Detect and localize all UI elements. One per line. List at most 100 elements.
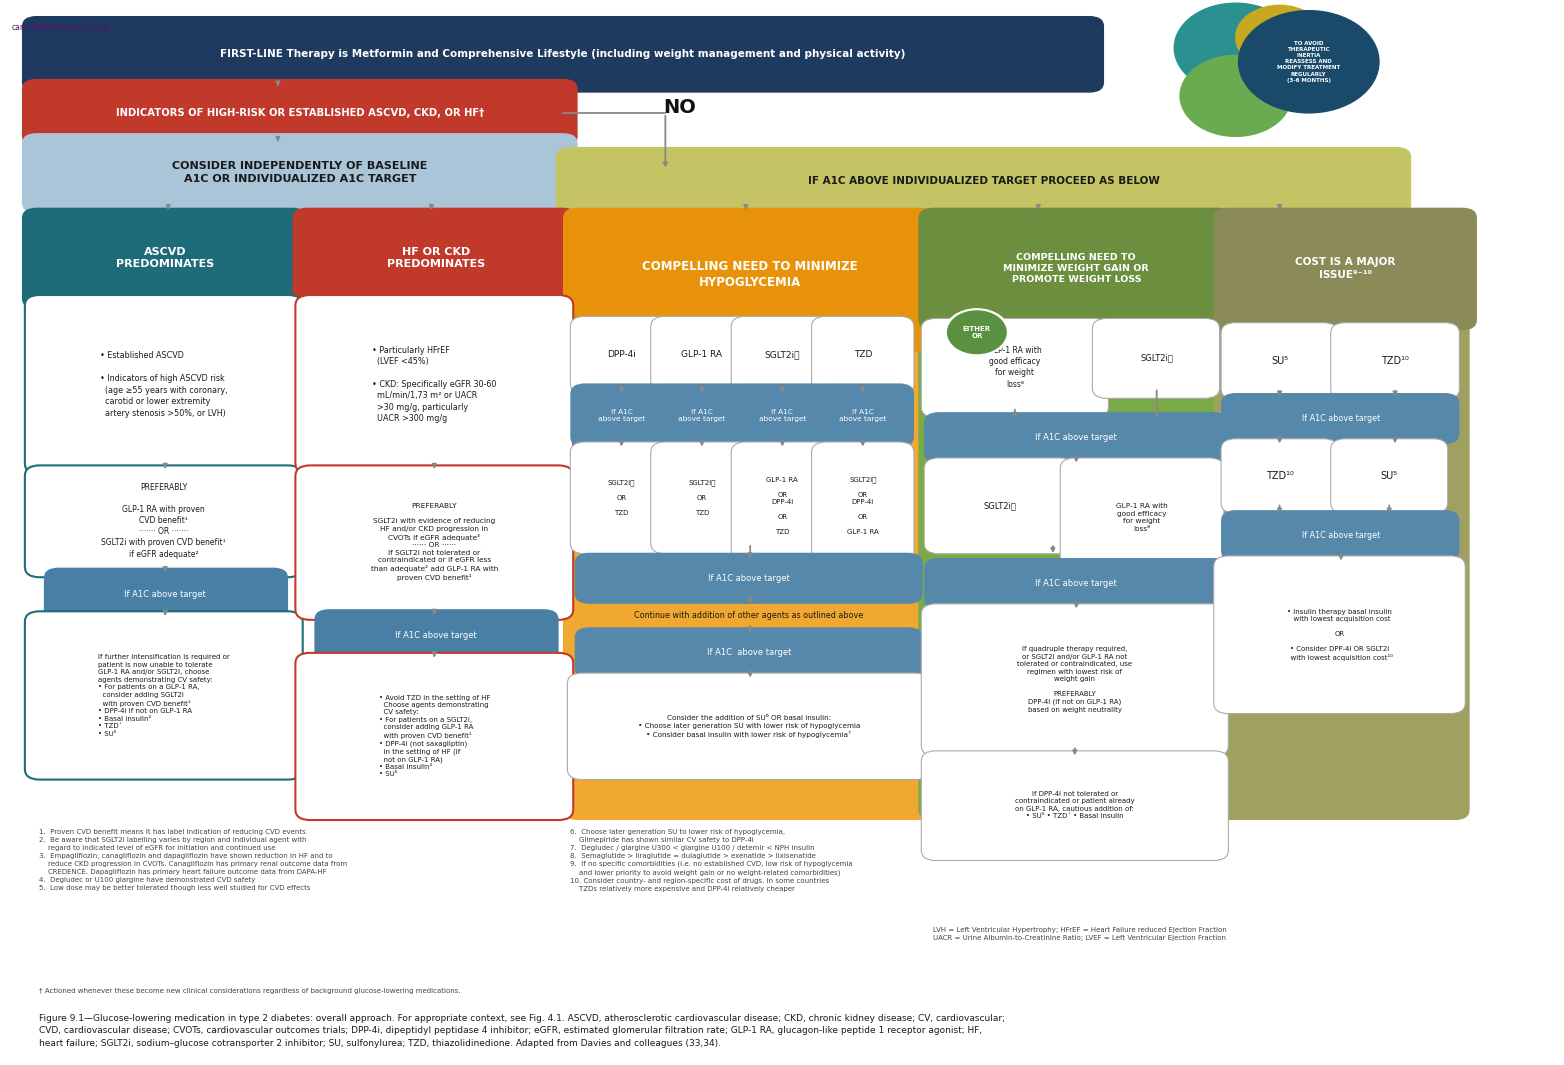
Text: SGLT2iᵮ

OR

TZD: SGLT2iᵮ OR TZD xyxy=(688,479,716,517)
FancyBboxPatch shape xyxy=(25,295,303,474)
FancyBboxPatch shape xyxy=(732,316,834,394)
FancyBboxPatch shape xyxy=(812,316,913,394)
Text: If quadruple therapy required,
or SGLT2i and/or GLP-1 RA not
tolerated or contra: If quadruple therapy required, or SGLT2i… xyxy=(1017,646,1132,712)
Text: PREFERABLY

SGLT2i with evidence of reducing
HF and/or CKD progression in
CVOTs : PREFERABLY SGLT2i with evidence of reduc… xyxy=(371,504,497,580)
FancyBboxPatch shape xyxy=(571,316,673,394)
Text: FIRST-LINE Therapy is Metformin and Comprehensive Lifestyle (including weight ma: FIRST-LINE Therapy is Metformin and Comp… xyxy=(221,49,906,60)
FancyBboxPatch shape xyxy=(1221,393,1459,444)
Text: EITHER
OR: EITHER OR xyxy=(963,326,992,339)
FancyBboxPatch shape xyxy=(812,442,913,570)
FancyBboxPatch shape xyxy=(22,79,577,147)
FancyBboxPatch shape xyxy=(22,16,1104,93)
Text: ASCVD
PREDOMINATES: ASCVD PREDOMINATES xyxy=(116,246,214,269)
FancyBboxPatch shape xyxy=(296,653,574,820)
Text: If A1C
above target: If A1C above target xyxy=(679,409,726,422)
FancyBboxPatch shape xyxy=(574,627,923,678)
FancyBboxPatch shape xyxy=(1221,323,1339,399)
FancyBboxPatch shape xyxy=(568,673,931,780)
Text: Pharmacologic Approaches to Glycemic Treatment: Pharmacologic Approaches to Glycemic Tre… xyxy=(1480,394,1489,671)
FancyBboxPatch shape xyxy=(563,208,935,351)
FancyBboxPatch shape xyxy=(296,295,574,474)
FancyBboxPatch shape xyxy=(314,609,558,662)
FancyBboxPatch shape xyxy=(918,314,1232,820)
Text: If further intensification is required or
patient is now unable to tolerate
GLP-: If further intensification is required o… xyxy=(99,654,230,737)
FancyBboxPatch shape xyxy=(812,383,913,447)
FancyBboxPatch shape xyxy=(1092,318,1220,398)
Text: TZD¹⁰: TZD¹⁰ xyxy=(1265,471,1293,481)
Text: HF OR CKD
PREDOMINATES: HF OR CKD PREDOMINATES xyxy=(386,246,485,269)
Text: GLP-1 RA: GLP-1 RA xyxy=(682,350,723,359)
Text: care.diabetesjournals.org: care.diabetesjournals.org xyxy=(11,23,109,32)
FancyBboxPatch shape xyxy=(44,568,288,621)
FancyBboxPatch shape xyxy=(22,208,307,309)
Text: TZD¹⁰: TZD¹⁰ xyxy=(1381,356,1409,366)
FancyBboxPatch shape xyxy=(924,558,1228,609)
Text: If A1C above target: If A1C above target xyxy=(394,632,477,640)
Text: If A1C above target: If A1C above target xyxy=(708,574,790,583)
Text: SGLT2iᵮ

OR

TZD: SGLT2iᵮ OR TZD xyxy=(608,479,635,517)
FancyBboxPatch shape xyxy=(924,458,1074,554)
Text: If DPP-4i not tolerated or
contraindicated or patient already
on GLP-1 RA, cauti: If DPP-4i not tolerated or contraindicat… xyxy=(1015,791,1134,819)
FancyBboxPatch shape xyxy=(22,133,577,213)
FancyBboxPatch shape xyxy=(1331,439,1448,513)
FancyBboxPatch shape xyxy=(1331,323,1459,399)
FancyBboxPatch shape xyxy=(292,208,577,309)
Text: NO: NO xyxy=(663,98,696,117)
Circle shape xyxy=(1236,5,1323,69)
FancyBboxPatch shape xyxy=(25,465,303,577)
FancyBboxPatch shape xyxy=(563,335,935,820)
Text: SGLT2iᵮ: SGLT2iᵮ xyxy=(984,502,1017,510)
FancyBboxPatch shape xyxy=(574,553,923,604)
FancyBboxPatch shape xyxy=(732,442,834,570)
Text: DPP-4i: DPP-4i xyxy=(607,350,637,359)
Text: • Insulin therapy basal insulin
  with lowest acquisition cost

OR

• Consider D: • Insulin therapy basal insulin with low… xyxy=(1286,608,1394,661)
FancyBboxPatch shape xyxy=(571,442,673,554)
Text: IF A1C ABOVE INDIVIDUALIZED TARGET PROCEED AS BELOW: IF A1C ABOVE INDIVIDUALIZED TARGET PROCE… xyxy=(809,176,1160,186)
FancyBboxPatch shape xyxy=(651,442,754,554)
Text: If A1C
above target: If A1C above target xyxy=(597,409,646,422)
FancyBboxPatch shape xyxy=(296,465,574,620)
Text: If A1C
above target: If A1C above target xyxy=(840,409,887,422)
Text: If A1C above target: If A1C above target xyxy=(125,590,206,599)
Text: TZD: TZD xyxy=(854,350,873,359)
Text: If A1C above target: If A1C above target xyxy=(1301,531,1379,540)
FancyBboxPatch shape xyxy=(571,383,673,447)
FancyBboxPatch shape xyxy=(1060,458,1225,577)
Text: 6.  Choose later generation SU to lower risk of hypoglycemia,
    Glimepiride ha: 6. Choose later generation SU to lower r… xyxy=(571,829,852,891)
Circle shape xyxy=(1239,11,1379,113)
Text: CONSIDER INDEPENDENTLY OF BASELINE
A1C OR INDIVIDUALIZED A1C TARGET: CONSIDER INDEPENDENTLY OF BASELINE A1C O… xyxy=(172,161,427,184)
Circle shape xyxy=(1181,55,1292,136)
Text: GLP-1 RA with
good efficacy
for weight
loss⁸: GLP-1 RA with good efficacy for weight l… xyxy=(1117,504,1168,531)
Text: If A1C above target: If A1C above target xyxy=(1035,433,1117,442)
FancyBboxPatch shape xyxy=(555,147,1411,215)
Text: COMPELLING NEED TO
MINIMIZE WEIGHT GAIN OR
PROMOTE WEIGHT LOSS: COMPELLING NEED TO MINIMIZE WEIGHT GAIN … xyxy=(1004,252,1150,284)
Text: 1.  Proven CVD benefit means it has label indication of reducing CVD events
2.  : 1. Proven CVD benefit means it has label… xyxy=(39,829,347,890)
FancyBboxPatch shape xyxy=(1214,314,1470,820)
FancyBboxPatch shape xyxy=(1221,510,1459,561)
Circle shape xyxy=(945,309,1009,356)
Text: SU⁵: SU⁵ xyxy=(1381,471,1398,481)
Text: PREFERABLY

GLP-1 RA with proven
CVD benefit¹
······· OR ·······
SGLT2i with pro: PREFERABLY GLP-1 RA with proven CVD bene… xyxy=(102,484,227,558)
Circle shape xyxy=(948,311,1006,354)
Text: Figure 9.1—Glucose-lowering medication in type 2 diabetes: overall approach. For: Figure 9.1—Glucose-lowering medication i… xyxy=(39,1014,1006,1048)
Text: If A1C  above target: If A1C above target xyxy=(707,649,791,657)
Text: LVH = Left Ventricular Hypertrophy; HFrEF = Heart Failure reduced Ejection Fract: LVH = Left Ventricular Hypertrophy; HFrE… xyxy=(934,927,1226,940)
FancyBboxPatch shape xyxy=(651,316,754,394)
Text: SU⁵: SU⁵ xyxy=(1272,356,1289,366)
FancyBboxPatch shape xyxy=(921,318,1109,417)
Text: † Actioned whenever these become new clinical considerations regardless of backg: † Actioned whenever these become new cli… xyxy=(39,988,461,995)
Text: Continue with addition of other agents as outlined above: Continue with addition of other agents a… xyxy=(633,611,863,620)
Text: COST IS A MAJOR
ISSUE⁹⁻¹⁰: COST IS A MAJOR ISSUE⁹⁻¹⁰ xyxy=(1295,257,1395,280)
FancyBboxPatch shape xyxy=(25,611,303,780)
FancyBboxPatch shape xyxy=(918,208,1232,330)
FancyBboxPatch shape xyxy=(921,604,1228,756)
FancyBboxPatch shape xyxy=(924,412,1228,463)
Text: • Avoid TZD in the setting of HF
  Choose agents demonstrating
  CV safety:
• Fo: • Avoid TZD in the setting of HF Choose … xyxy=(378,694,490,777)
Text: SGLT2iᵮ

OR
DPP-4i

OR

GLP-1 RA: SGLT2iᵮ OR DPP-4i OR GLP-1 RA xyxy=(846,476,879,536)
FancyBboxPatch shape xyxy=(651,383,754,447)
Text: SGLT2iᵮ: SGLT2iᵮ xyxy=(765,350,801,359)
Text: • Particularly HFrEF
  (LVEF <45%)

• CKD: Specifically eGFR 30-60
  mL/min/1,73: • Particularly HFrEF (LVEF <45%) • CKD: … xyxy=(372,346,496,423)
Text: INDICATORS OF HIGH-RISK OR ESTABLISHED ASCVD, CKD, OR HF†: INDICATORS OF HIGH-RISK OR ESTABLISHED A… xyxy=(116,108,483,118)
Text: If A1C above target: If A1C above target xyxy=(1301,414,1379,423)
Text: Consider the addition of SU⁶ OR basal insulin:
• Choose later generation SU with: Consider the addition of SU⁶ OR basal in… xyxy=(638,715,860,738)
